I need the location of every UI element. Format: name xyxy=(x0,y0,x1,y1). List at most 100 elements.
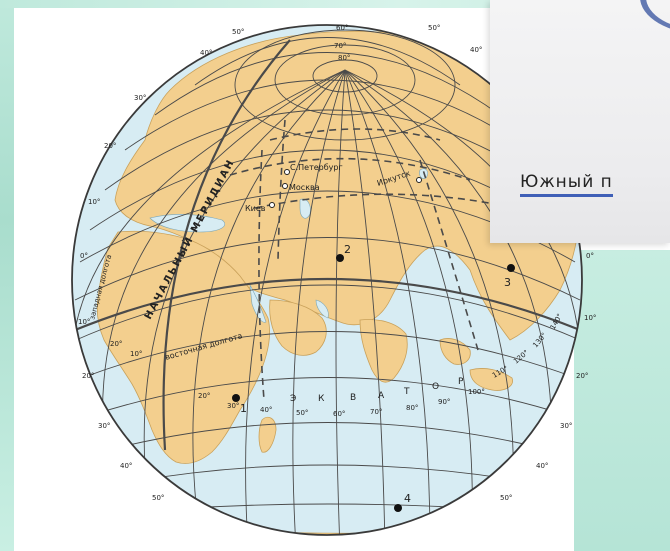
background-strip-top xyxy=(0,0,670,8)
background-strip-left xyxy=(0,0,14,551)
top-degree-labels: 50° 60° 50° 40° 40° xyxy=(200,24,482,57)
latitude-tick-label: 40° xyxy=(536,462,548,470)
longitude-tick-label: 20° xyxy=(110,340,122,348)
longitude-tick-label: 40° xyxy=(260,406,272,414)
globe-outline xyxy=(71,24,583,536)
city-dot xyxy=(282,183,288,189)
dashed-meridian xyxy=(277,119,286,261)
dashed-parallel xyxy=(269,128,441,141)
west-longitudes: 10° 20° xyxy=(110,340,142,358)
inland-waters xyxy=(149,168,428,323)
parallel-line xyxy=(129,464,529,483)
meridian-line xyxy=(335,69,346,535)
city-dot xyxy=(284,169,290,175)
polar-circle xyxy=(274,44,416,116)
right-latitude-labels: 0° 10° 20° 30° 40° 50° xyxy=(500,252,596,502)
point-2-marker xyxy=(336,254,344,262)
prime-meridian xyxy=(162,39,291,451)
degree-label: 40° xyxy=(200,49,212,57)
point-4-label: 4 xyxy=(404,492,411,505)
polar-circle xyxy=(312,59,378,93)
city-dot xyxy=(269,202,275,208)
latitude-tick-label: 50° xyxy=(152,494,164,502)
inner-latitude-labels: 70° 80° xyxy=(334,42,350,62)
degree-label: 40° xyxy=(470,46,482,54)
meridian-line xyxy=(245,69,346,535)
latitude-tick-label: 10° xyxy=(584,314,596,322)
latitude-tick-label: 30° xyxy=(98,422,110,430)
equator-letter: А xyxy=(378,391,385,401)
meridian-line xyxy=(292,69,346,535)
latitude-tick-label: 40° xyxy=(120,462,132,470)
dashed-parallel xyxy=(229,157,471,181)
city-label-saint-petersburg: С.Петербург xyxy=(290,163,343,172)
meridian-line xyxy=(72,69,346,441)
latitude-tick-label: 50° xyxy=(500,494,512,502)
parallel-line xyxy=(75,284,581,341)
equator xyxy=(74,277,581,332)
degree-label: 70° xyxy=(334,42,346,50)
longitude-tick-label: 90° xyxy=(438,398,450,406)
latitude-tick-label: 0° xyxy=(586,252,594,260)
latitude-tick-label: 30° xyxy=(560,422,572,430)
polar-circle xyxy=(234,29,456,141)
equator-letter: О xyxy=(432,382,439,392)
latitude-tick-label: 20° xyxy=(576,372,588,380)
latitude-tick-label: 0° xyxy=(80,252,88,260)
south-pole-link[interactable]: Южный п xyxy=(520,172,613,197)
longitude-tick-label: 100° xyxy=(468,388,485,396)
longitude-tick-label: 50° xyxy=(296,409,308,417)
equator-letter: Э xyxy=(290,394,296,404)
graticule xyxy=(72,29,582,535)
map-points: 1 2 3 4 xyxy=(232,243,515,512)
background-strip-right xyxy=(574,250,670,551)
longitude-tick-label: 20° xyxy=(198,392,210,400)
dashed-parallel xyxy=(254,193,501,209)
meridian-line xyxy=(192,69,346,535)
equator-letter: Р xyxy=(458,377,464,387)
city-label-moscow: Москва xyxy=(289,183,320,192)
equator-letter: В xyxy=(350,393,356,403)
latitude-tick-label: 30° xyxy=(134,94,146,102)
longitude-tick-label: 60° xyxy=(333,410,345,418)
dashed-meridian xyxy=(419,159,479,351)
longitude-tick-label: 80° xyxy=(406,404,418,412)
slide-card: Южный п xyxy=(490,0,670,243)
left-latitude-labels: 30° 20° 10° 0° 10° 20° 30° 40° 50° xyxy=(78,94,164,502)
latitude-tick-label: 20° xyxy=(82,372,94,380)
degree-label: 50° xyxy=(428,24,440,32)
degree-label: 50° xyxy=(232,28,244,36)
meridian-line xyxy=(344,69,473,535)
arabia-landmass xyxy=(269,299,327,356)
latitude-tick-label: 20° xyxy=(104,142,116,150)
madagascar-landmass xyxy=(258,416,277,453)
city-label-kiev: Киев xyxy=(245,204,266,213)
persian-gulf xyxy=(315,299,329,319)
parallel-line xyxy=(91,377,567,416)
point-4-marker xyxy=(394,504,402,512)
dashed-meridian xyxy=(258,149,265,401)
equator-letter: К xyxy=(318,394,325,404)
city-dot xyxy=(416,177,422,183)
degree-label: 60° xyxy=(336,24,348,32)
parallel-line xyxy=(194,37,461,86)
longitude-tick-label: 10° xyxy=(130,350,142,358)
meridian-line xyxy=(344,69,515,531)
point-1-label: 1 xyxy=(240,402,247,415)
equator-letters: Э К В А Т О Р xyxy=(290,377,464,404)
equator-letter: Т xyxy=(403,387,410,397)
longitude-tick-label: 30° xyxy=(227,402,239,410)
decorative-arc-icon xyxy=(640,0,670,34)
point-2-label: 2 xyxy=(344,243,351,256)
point-1-marker xyxy=(232,394,240,402)
parallel-line xyxy=(154,52,501,116)
meridian-line xyxy=(344,69,431,535)
point-3-label: 3 xyxy=(504,276,511,289)
point-3-marker xyxy=(507,264,515,272)
longitude-tick-label: 70° xyxy=(370,408,382,416)
latitude-tick-label: 10° xyxy=(88,198,100,206)
degree-label: 80° xyxy=(338,54,350,62)
parallel-line xyxy=(81,331,577,379)
latitude-tick-label: 10° xyxy=(78,318,90,326)
